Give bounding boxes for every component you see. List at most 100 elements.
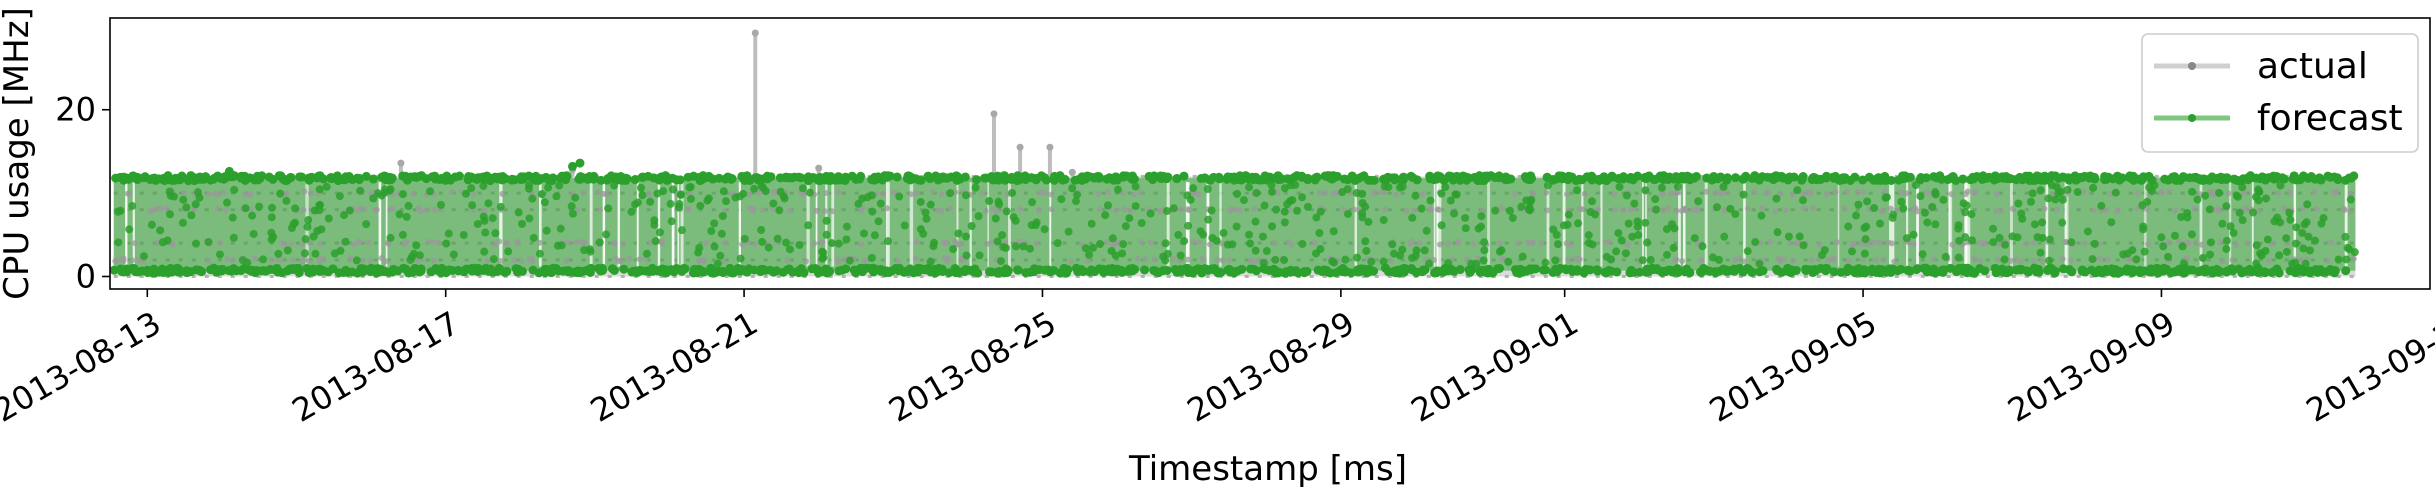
- forecast-point: [993, 237, 1002, 246]
- forecast-point: [512, 267, 522, 277]
- forecast-point: [165, 210, 174, 219]
- forecast-point: [2045, 256, 2054, 265]
- forecast-point: [1897, 197, 1906, 206]
- forecast-point: [1087, 219, 1096, 228]
- forecast-point: [1111, 172, 1121, 182]
- actual-point: [784, 257, 791, 264]
- actual-point: [1786, 240, 1793, 247]
- forecast-point: [1272, 205, 1281, 214]
- actual-point: [786, 207, 793, 214]
- forecast-point: [1574, 219, 1583, 228]
- forecast-point: [659, 187, 668, 196]
- forecast-point: [2058, 218, 2067, 227]
- forecast-point: [1362, 246, 1371, 255]
- forecast-point: [1795, 232, 1804, 241]
- forecast-point: [818, 254, 827, 263]
- x-tick-label: 2013-08-13: [0, 304, 167, 430]
- forecast-point: [736, 254, 745, 263]
- actual-point: [1138, 238, 1145, 245]
- forecast-point: [1398, 182, 1407, 191]
- forecast-point: [1928, 202, 1937, 211]
- forecast-point: [1726, 204, 1735, 213]
- forecast-point: [2017, 209, 2026, 218]
- actual-point: [2068, 256, 2075, 263]
- forecast-point: [1713, 203, 1722, 212]
- forecast-point: [631, 200, 640, 209]
- forecast-point: [2157, 233, 2166, 242]
- actual-point: [359, 257, 366, 264]
- forecast-point: [1251, 246, 1260, 255]
- forecast-point: [1422, 226, 1431, 235]
- forecast-point: [283, 246, 292, 255]
- forecast-point: [922, 214, 931, 223]
- forecast-point: [1612, 247, 1621, 256]
- forecast-point: [1172, 267, 1182, 277]
- forecast-point: [514, 208, 523, 217]
- forecast-point: [1449, 266, 1459, 276]
- forecast-point: [147, 220, 156, 229]
- forecast-point: [1962, 201, 1971, 210]
- forecast-point: [1480, 246, 1489, 255]
- forecast-point: [1643, 238, 1652, 247]
- forecast-point: [2083, 227, 2092, 236]
- forecast-point: [750, 184, 759, 193]
- actual-point: [1048, 191, 1055, 198]
- actual-point: [2313, 206, 2320, 213]
- forecast-point: [1149, 265, 1159, 275]
- forecast-point: [116, 264, 126, 274]
- actual-peak-point: [1016, 143, 1024, 151]
- forecast-point: [718, 266, 728, 276]
- actual-point: [1033, 240, 1040, 247]
- forecast-point: [1125, 214, 1134, 223]
- actual-point: [1712, 190, 1719, 197]
- actual-point: [1131, 191, 1138, 198]
- forecast-point: [1872, 265, 1882, 275]
- forecast-point: [1887, 264, 1897, 274]
- actual-point: [1524, 238, 1531, 245]
- forecast-point: [1425, 259, 1434, 268]
- forecast-point: [274, 249, 283, 258]
- forecast-point: [1675, 174, 1685, 184]
- forecast-point: [485, 265, 495, 275]
- x-tick-label: 2013-09-01: [1405, 304, 1585, 430]
- forecast-point: [2289, 171, 2299, 181]
- forecast-point: [1207, 206, 1216, 215]
- actual-point: [1693, 205, 1700, 212]
- forecast-point: [332, 171, 342, 181]
- forecast-point: [1615, 182, 1624, 191]
- forecast-point: [534, 268, 544, 278]
- forecast-point: [954, 229, 963, 238]
- actual-point: [2134, 190, 2141, 197]
- forecast-point: [2056, 187, 2065, 196]
- actual-point: [2350, 255, 2357, 262]
- actual-point: [1759, 205, 1766, 212]
- forecast-point: [2249, 208, 2258, 217]
- actual-point: [862, 257, 869, 264]
- forecast-point: [2299, 244, 2308, 253]
- forecast-point: [930, 238, 939, 247]
- forecast-point: [597, 263, 607, 273]
- forecast-point: [1479, 256, 1488, 265]
- actual-point: [214, 191, 221, 198]
- forecast-point: [797, 267, 807, 277]
- actual-point: [1850, 240, 1857, 247]
- forecast-point: [785, 245, 794, 254]
- forecast-point: [595, 238, 604, 247]
- actual-point: [480, 207, 487, 214]
- forecast-point: [2238, 216, 2247, 225]
- forecast-point: [291, 204, 300, 213]
- actual-point: [281, 241, 288, 248]
- forecast-point: [894, 266, 904, 276]
- forecast-point: [2325, 266, 2335, 276]
- actual-point: [1789, 191, 1796, 198]
- forecast-point: [1112, 264, 1122, 274]
- forecast-point: [324, 214, 333, 223]
- forecast-point: [2067, 238, 2076, 247]
- forecast-point: [1363, 175, 1373, 185]
- forecast-point: [1902, 234, 1911, 243]
- forecast-point: [1293, 206, 1302, 215]
- forecast-point: [1180, 237, 1189, 246]
- forecast-point: [1721, 266, 1731, 276]
- forecast-point: [1899, 204, 1908, 213]
- forecast-point: [1755, 259, 1764, 268]
